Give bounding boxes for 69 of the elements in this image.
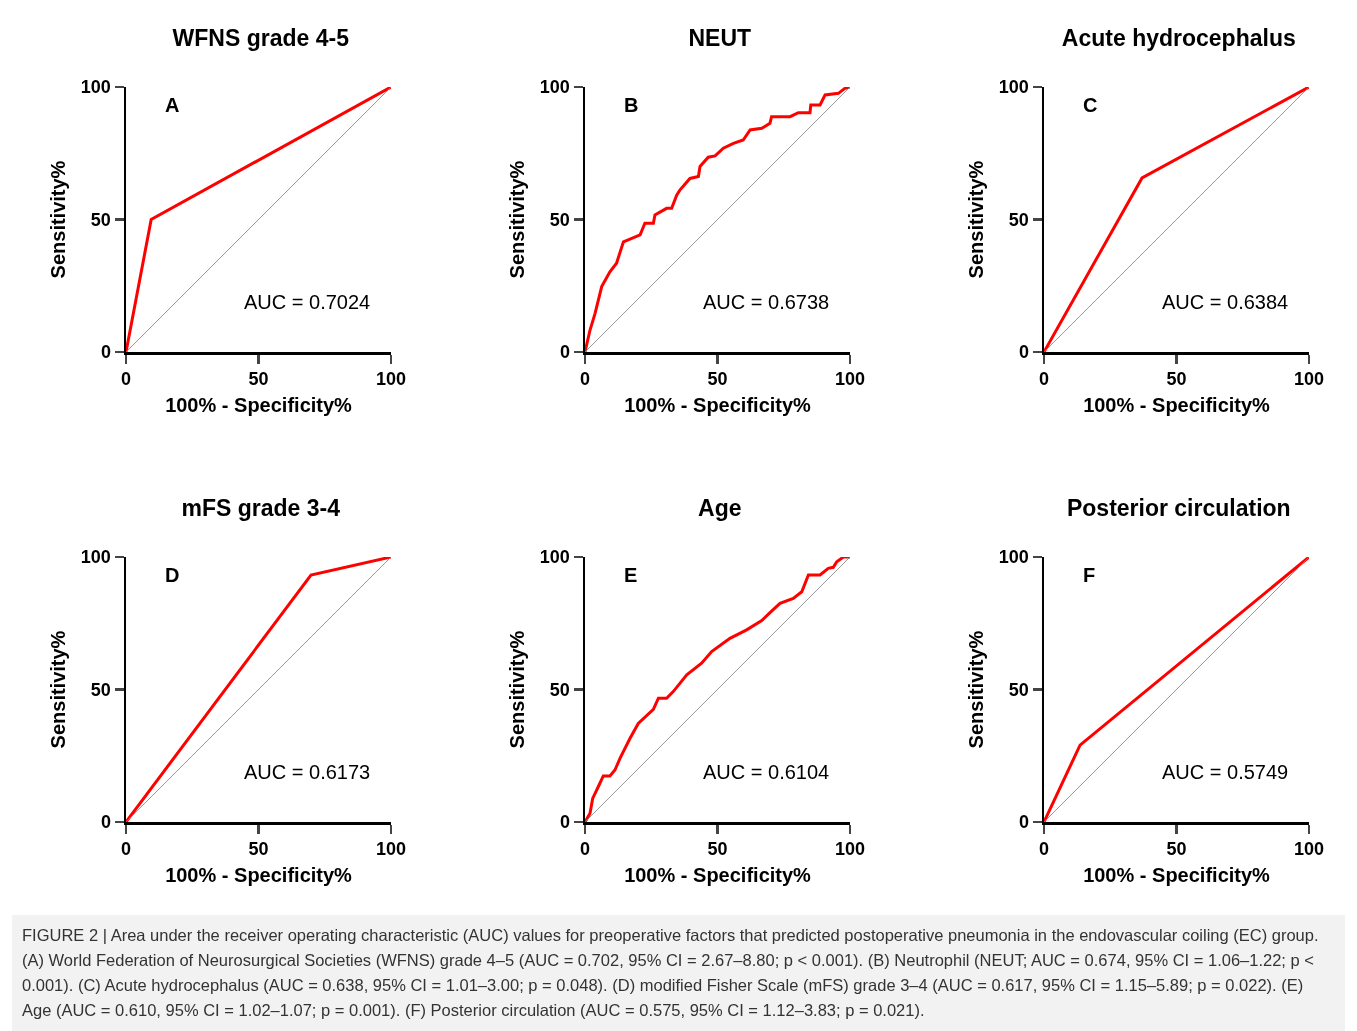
chart-title: Acute hydrocephalus [1061,24,1296,51]
y-tick-label: 0 [559,342,570,363]
caption: FIGURE 2 | Area under the receiver operating characteristic (AUC) values for preoperative factors that predicted postoperative pneumonia in the endovascular coiling (EC) group. (A) World Federation of Neurosurgical Societies (WFNS) grade 4–5 (AUC = 0.702, 95% CI = 2.67–8.80; p < 0.001). (B) Neutrophil (NEUT; AUC = 0.674, 95% CI = 1.06–1.22; p < 0.001). (C) Acute hydrocephalus (AUC = 0.638, 95% CI = 1.01–3.00; p = 0.048). (D) modified Fisher Scale (mFS) grade 3–4 (AUC = 0.617, 95% CI = 1.15–5.89; p = 0.022). (E) Age (AUC = 0.610, 95% CI = 1.02–1.07; p = 0.001). (F) Posterior circulation (AUC = 0.575, 95% CI = 1.12–3.83; p = 0.021). [12,915,1345,1031]
annotation: E [624,564,638,586]
y-tick-label: 100 [998,77,1029,98]
x-tick-label: 0 [120,369,132,390]
y-axis-title: Sensitivity% [965,630,988,749]
annotation: AUC = 0.5749 [1162,761,1289,783]
y-tick-label: 100 [539,547,570,568]
x-tick-label: 0 [579,839,591,860]
x-tick-label: 100 [375,839,407,860]
x-tick-label: 100 [834,839,866,860]
y-tick-label: 0 [1018,342,1029,363]
x-axis-title: 100% - Specificity% [1083,863,1271,886]
annotation: AUC = 0.6104 [703,761,830,783]
x-tick-label: 100 [1293,839,1325,860]
chart-title: Posterior circulation [1066,494,1291,521]
annotation: C [1083,94,1098,116]
annotation: F [1083,564,1096,586]
x-tick-label: 50 [1166,839,1187,860]
x-tick-label: 50 [707,369,728,390]
y-tick-label: 100 [539,77,570,98]
x-tick-label: 50 [248,369,269,390]
chart-title: WFNS grade 4-5 [172,24,350,51]
annotation: A [165,94,180,116]
annotation: AUC = 0.6384 [1162,291,1289,313]
y-axis-title: Sensitivity% [965,160,988,279]
annotation: AUC = 0.7024 [244,291,371,313]
x-tick-label: 0 [1038,839,1050,860]
x-tick-label: 50 [248,839,269,860]
y-tick-label: 0 [1018,812,1029,833]
chart-title: NEUT [688,24,752,51]
x-tick-label: 100 [834,369,866,390]
x-tick-label: 50 [707,839,728,860]
x-tick-label: 0 [579,369,591,390]
annotation: AUC = 0.6173 [244,761,371,783]
y-tick-label: 50 [90,679,111,700]
y-tick-label: 100 [80,77,111,98]
line-series [585,557,850,822]
chart-title: mFS grade 3-4 [181,494,341,521]
y-tick-label: 50 [1008,679,1029,700]
y-tick-label: 0 [100,812,111,833]
chart-title: Age [698,494,742,521]
y-axis-title: Sensitivity% [47,630,70,749]
y-tick-label: 0 [559,812,570,833]
x-axis-title: 100% - Specificity% [624,863,812,886]
y-tick-label: 50 [90,209,111,230]
x-tick-label: 50 [1166,369,1187,390]
y-axis-title: Sensitivity% [506,160,529,279]
y-axis-title: Sensitivity% [506,630,529,749]
x-tick-label: 100 [375,369,407,390]
annotation: AUC = 0.6738 [703,291,830,313]
x-axis-title: 100% - Specificity% [165,863,353,886]
annotation: D [165,564,180,586]
y-tick-label: 50 [1008,209,1029,230]
x-axis-title: 100% - Specificity% [1083,393,1271,416]
x-axis-title: 100% - Specificity% [165,393,353,416]
y-tick-label: 100 [998,547,1029,568]
x-axis-title: 100% - Specificity% [624,393,812,416]
y-axis-title: Sensitivity% [47,160,70,279]
y-tick-label: 100 [80,547,111,568]
y-tick-label: 50 [549,209,570,230]
y-tick-label: 50 [549,679,570,700]
x-tick-label: 0 [120,839,132,860]
x-tick-label: 100 [1293,369,1325,390]
x-tick-label: 0 [1038,369,1050,390]
y-tick-label: 0 [100,342,111,363]
line-series [585,87,850,352]
annotation: B [624,94,639,116]
